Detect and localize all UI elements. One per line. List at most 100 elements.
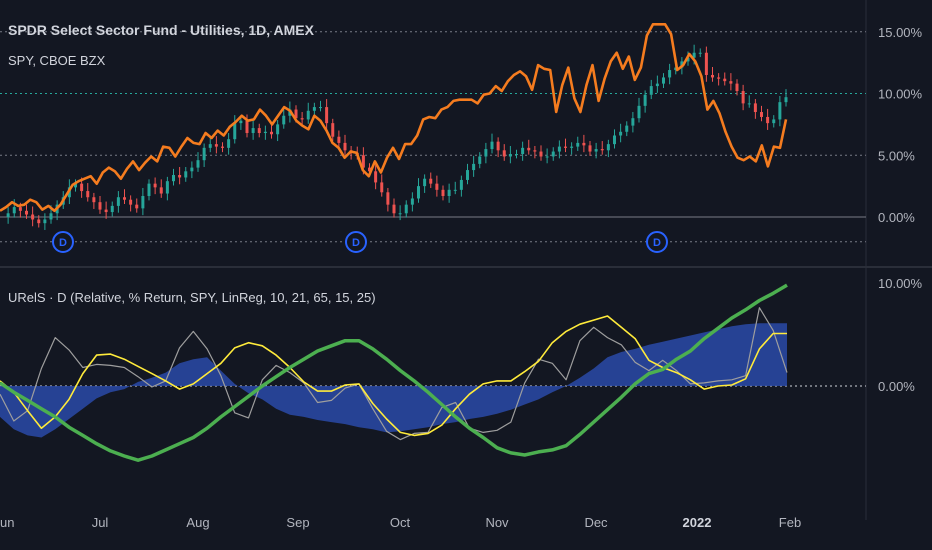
candle-body: [594, 149, 598, 152]
candle-body: [398, 213, 402, 215]
candle-body: [484, 149, 488, 157]
candle-body: [245, 120, 249, 134]
indicator-label[interactable]: URelS · D (Relative, % Return, SPY, LinR…: [8, 290, 376, 305]
candle-body: [747, 103, 751, 105]
candle-body: [772, 119, 776, 124]
y-tick-label: 5.00%: [878, 148, 915, 163]
candle-body: [343, 142, 347, 151]
candle-body: [319, 107, 322, 109]
candle-body: [190, 167, 194, 172]
candle-body: [31, 214, 35, 220]
candle-body: [337, 136, 341, 143]
candle-body: [104, 209, 108, 213]
candle-body: [429, 178, 433, 184]
x-tick-label: Dec: [584, 515, 608, 530]
candle-body: [588, 145, 592, 152]
candle-body: [12, 207, 16, 214]
candle-body: [361, 155, 365, 168]
dividend-label: D: [352, 237, 360, 249]
candle-body: [441, 189, 445, 197]
candle-body: [570, 146, 574, 148]
candle-body: [508, 154, 512, 157]
candle-body: [576, 142, 580, 147]
candle-body: [551, 151, 555, 157]
candle-body: [202, 147, 206, 161]
candle-body: [631, 118, 635, 126]
y-tick-label: 10.00%: [878, 87, 923, 102]
candle-body: [80, 183, 84, 192]
candle-body: [74, 183, 77, 188]
dividend-marker[interactable]: D: [52, 231, 74, 253]
candle-body: [404, 204, 408, 214]
candle-body: [6, 213, 10, 217]
candle-body: [239, 120, 243, 124]
candle-body: [178, 175, 182, 178]
dividend-circle: [345, 231, 367, 253]
candle-body: [527, 147, 531, 151]
x-tick-label: Oct: [390, 515, 411, 530]
candle-body: [110, 205, 114, 213]
candle-body: [257, 128, 261, 134]
candle-body: [92, 197, 96, 203]
candle-body: [141, 196, 145, 209]
candle-body: [717, 77, 721, 79]
candle-body: [692, 52, 696, 58]
candle-body: [184, 171, 188, 178]
candle-body: [374, 171, 378, 183]
candle-body: [300, 118, 304, 120]
dividend-marker[interactable]: D: [646, 231, 668, 253]
candle-body: [423, 178, 427, 187]
candle-body: [270, 131, 273, 135]
x-tick-label: Jul: [92, 515, 109, 530]
candle-body: [778, 102, 782, 120]
spy-line: [0, 22, 788, 213]
candle-body: [196, 160, 200, 168]
candle-body: [165, 181, 169, 194]
candle-body: [704, 52, 708, 75]
candle-body: [276, 124, 280, 135]
candle-body: [496, 141, 500, 151]
candle-body: [613, 135, 616, 145]
y-tick-label: 0.00%: [878, 210, 915, 225]
candle-body: [606, 144, 610, 151]
indicator-y-tick-label: 0.00%: [878, 379, 915, 394]
candle-body: [760, 112, 763, 117]
candle-body: [766, 116, 770, 124]
candle-body: [312, 107, 316, 111]
candle-body: [159, 187, 163, 194]
candle-body: [729, 81, 733, 84]
candle-body: [490, 141, 494, 150]
candle-body: [251, 128, 255, 134]
candle-body: [515, 154, 518, 156]
candle-body: [294, 109, 298, 119]
candle-body: [735, 83, 739, 92]
candle-body: [116, 197, 120, 206]
dividend-circle: [52, 231, 74, 253]
candle-body: [741, 91, 745, 104]
candle-body: [214, 144, 218, 147]
candle-body: [637, 105, 641, 119]
candle-body: [410, 198, 414, 205]
slow-line-green: [0, 283, 788, 462]
y-tick-label: 15.00%: [878, 25, 923, 40]
candle-body: [545, 156, 549, 158]
candle-body: [98, 202, 102, 210]
candle-body: [147, 183, 151, 197]
candle-body: [539, 151, 543, 157]
candle-body: [435, 183, 439, 190]
dividend-marker[interactable]: D: [345, 231, 367, 253]
candle-body: [221, 146, 224, 148]
candle-body: [668, 70, 672, 78]
candle-body: [25, 210, 28, 215]
candle-body: [37, 219, 41, 224]
fast-line-yellow: [0, 315, 787, 437]
chart-title[interactable]: SPDR Select Sector Fund - Utilities, 1D,…: [8, 22, 314, 38]
x-tick-label: 2022: [683, 515, 712, 530]
compare-symbol-label[interactable]: SPY, CBOE BZX: [8, 53, 106, 68]
candlestick-series: [6, 44, 788, 230]
candle-body: [472, 163, 476, 171]
indicator-y-tick-label: 10.00%: [878, 276, 923, 291]
candle-body: [18, 207, 22, 211]
